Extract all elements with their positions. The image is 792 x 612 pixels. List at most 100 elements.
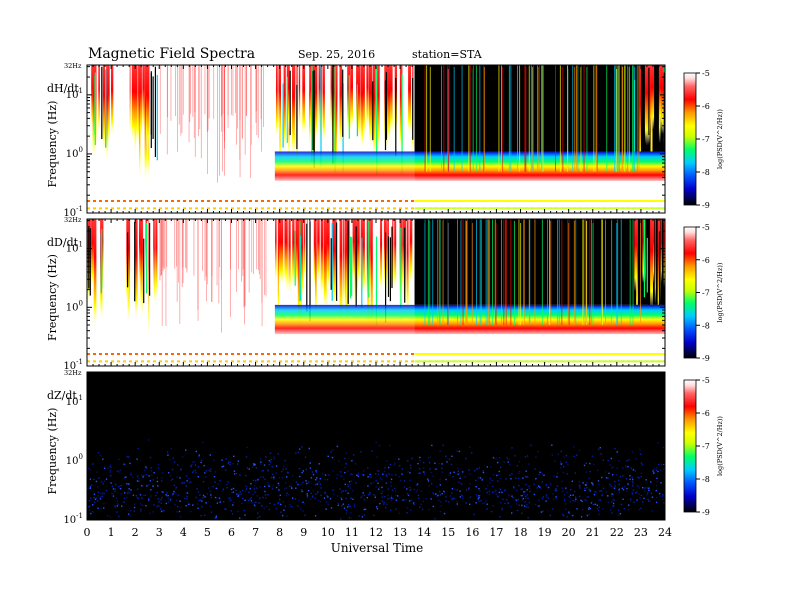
thin-filament	[219, 219, 220, 268]
burst-stroke	[140, 219, 143, 313]
noise-speck	[148, 499, 150, 501]
noise-speck	[629, 475, 631, 477]
noise-speck	[232, 463, 234, 465]
noise-speck	[423, 473, 426, 476]
noise-speck	[253, 485, 256, 487]
noise-speck	[332, 489, 334, 491]
noise-speck	[525, 470, 527, 472]
noise-speck	[116, 503, 119, 505]
dark-streak	[640, 219, 641, 325]
noise-speck	[488, 493, 491, 496]
noise-speck	[129, 515, 132, 517]
noise-speck	[563, 465, 565, 468]
noise-speck	[325, 508, 327, 510]
noise-speck	[343, 490, 345, 492]
noise-speck	[331, 456, 334, 459]
noise-speck	[521, 504, 523, 507]
noise-speck	[175, 488, 177, 490]
noise-speck	[398, 512, 401, 514]
noise-speck	[574, 472, 577, 474]
dark-streak	[589, 219, 591, 325]
noise-speck	[409, 472, 411, 474]
noise-speck	[351, 473, 353, 475]
noise-speck	[457, 470, 459, 472]
noise-speck	[171, 494, 174, 496]
noise-speck	[459, 472, 461, 474]
noise-speck	[236, 494, 239, 496]
dark-streak	[518, 219, 520, 325]
noise-speck	[390, 485, 392, 487]
noise-speck	[267, 469, 269, 471]
burst-stroke	[283, 65, 286, 152]
burst-stroke	[326, 219, 329, 286]
burst-stroke	[661, 65, 664, 134]
noise-speck	[272, 485, 274, 487]
burst-streak	[146, 222, 148, 294]
noise-speck	[506, 499, 508, 501]
noise-speck	[618, 489, 620, 491]
noise-speck	[489, 477, 491, 480]
noise-speck	[492, 505, 494, 507]
noise-speck	[580, 499, 582, 501]
noise-speck	[180, 468, 182, 470]
noise-speck	[103, 467, 106, 469]
noise-speck	[565, 487, 567, 489]
noise-speck	[385, 482, 388, 484]
noise-speck	[216, 502, 219, 504]
noise-speck	[142, 476, 144, 478]
dark-streak	[577, 65, 579, 172]
noise-speck	[534, 503, 537, 506]
noise-speck	[215, 487, 217, 490]
noise-speck	[127, 513, 130, 515]
burst-streak	[376, 66, 378, 175]
noise-speck	[410, 467, 412, 469]
noise-speck	[528, 463, 530, 465]
noise-speck	[357, 474, 359, 476]
noise-speck	[249, 498, 251, 500]
noise-speck	[486, 508, 488, 510]
noise-speck	[542, 496, 545, 498]
noise-speck	[595, 491, 597, 493]
thin-filament	[170, 65, 172, 121]
noise-speck	[286, 515, 288, 517]
noise-speck	[317, 482, 320, 484]
noise-speck	[508, 459, 510, 461]
dark-streak	[447, 65, 449, 172]
noise-speck	[515, 499, 518, 501]
dark-streak	[424, 219, 426, 325]
noise-speck	[350, 497, 352, 499]
noise-speck	[394, 474, 397, 476]
noise-speck	[395, 508, 397, 510]
noise-speck	[533, 493, 536, 496]
thin-filament	[244, 65, 246, 155]
noise-speck	[572, 500, 574, 502]
burst-stroke	[277, 219, 279, 321]
noise-speck	[111, 485, 114, 487]
noise-speck	[540, 511, 543, 513]
noise-speck	[437, 494, 439, 497]
noise-speck	[333, 493, 335, 496]
noise-speck	[195, 496, 197, 499]
noise-speck	[186, 498, 188, 500]
dark-streak	[466, 219, 468, 325]
thin-filament	[255, 65, 257, 112]
noise-speck	[157, 505, 159, 507]
noise-speck	[632, 489, 635, 491]
noise-speck	[631, 451, 634, 453]
noise-speck	[167, 454, 169, 456]
noise-speck	[510, 478, 512, 480]
noise-speck	[224, 508, 226, 510]
burst-stroke	[361, 219, 364, 297]
dark-streak	[466, 219, 467, 325]
noise-speck	[594, 503, 596, 505]
noise-speck	[101, 495, 103, 497]
noise-speck	[214, 481, 216, 483]
noise-speck	[605, 477, 608, 479]
noise-speck	[413, 488, 415, 491]
noise-speck	[275, 508, 278, 510]
noise-speck	[630, 498, 632, 500]
noise-speck	[630, 500, 632, 502]
noise-speck	[476, 495, 478, 497]
noise-speck	[507, 461, 509, 463]
thin-filament	[221, 65, 222, 132]
